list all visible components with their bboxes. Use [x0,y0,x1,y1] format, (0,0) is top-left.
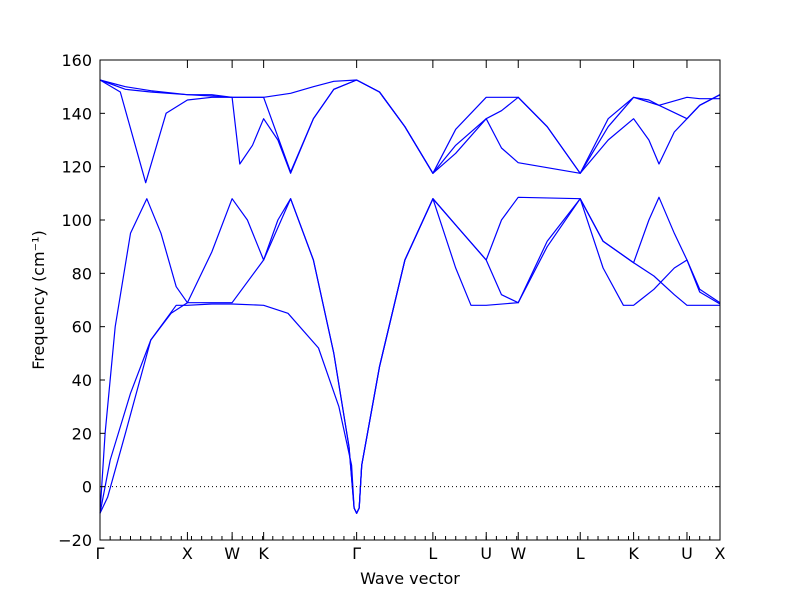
x-tick-label: U [480,544,492,563]
y-tick-label: 100 [61,211,92,230]
x-axis-title: Wave vector [360,569,460,588]
x-tick-label: W [510,544,526,563]
y-tick-label: 60 [72,318,92,337]
x-tick-label: K [258,544,269,563]
y-axis-title: Frequency (cm⁻¹) [29,230,48,369]
x-tick-label: X [715,544,726,563]
x-tick-label: W [224,544,240,563]
y-axis-ticks: −20 0 20 40 60 80 100 120 140 160 [58,51,720,550]
x-tick-label: Γ [96,544,105,563]
plot-area-background [100,60,720,540]
y-tick-label: 140 [61,104,92,123]
plot-frame [99,59,721,541]
band-lines [99,79,721,514]
x-tick-label: K [628,544,639,563]
x-tick-label: X [182,544,193,563]
band-line-6 [99,79,720,174]
band-line-3 [99,196,721,514]
y-tick-label: 160 [61,51,92,70]
y-tick-label: −20 [58,531,92,550]
y-tick-label: 20 [72,424,92,443]
x-tick-label: L [576,544,585,563]
y-tick-label: 40 [72,371,92,390]
y-tick-label: 0 [82,478,92,497]
x-tick-label: U [681,544,693,563]
x-tick-label: L [428,544,437,563]
y-tick-label: 120 [61,158,92,177]
y-tick-label: 80 [72,264,92,283]
x-tick-label: Γ [352,544,361,563]
